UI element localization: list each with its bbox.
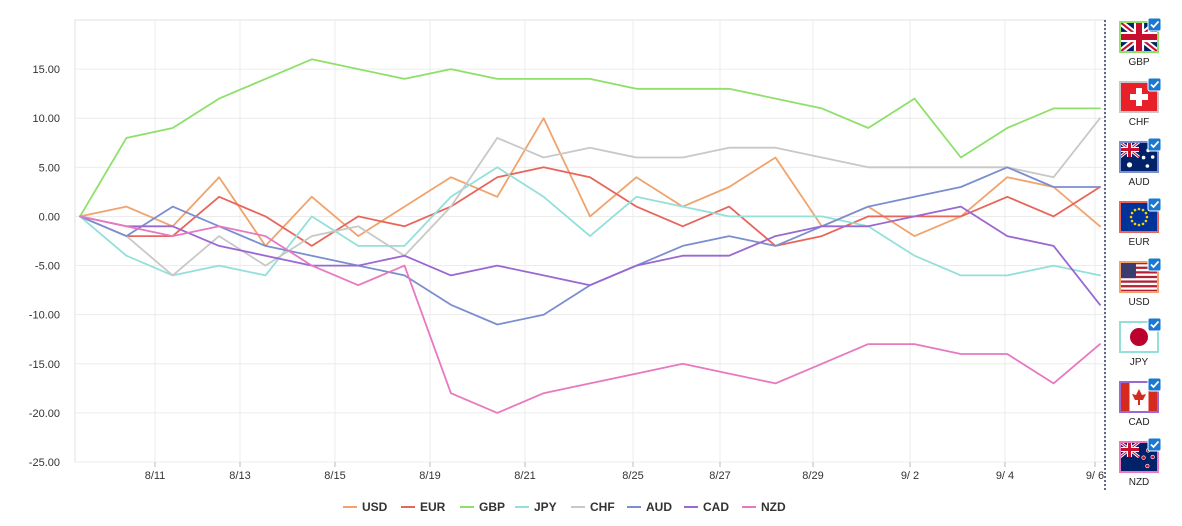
y-tick-label: 15.00 [32,64,60,76]
legend-label: NZD [761,500,786,514]
flag-border [1119,21,1159,53]
legend-item-nzd[interactable]: NZD [742,500,786,514]
checkbox-checked-icon[interactable] [1147,17,1162,32]
series-line-jpy [79,166,1101,277]
currency-toggle-jpy[interactable]: JPY [1119,317,1162,368]
legend-label: CAD [703,500,729,514]
x-tick-label: 8/19 [419,470,440,482]
y-tick-label: -15.00 [29,359,60,371]
x-axis: 8/11 8/13 8/15 8/19 8/21 8/25 8/27 8/29 9/ 2 9/ 4… [145,462,1104,482]
currency-toggle-eur[interactable]: EUR [1119,197,1162,248]
checkbox-checked-icon[interactable] [1147,197,1162,212]
currency-toggle-gbp[interactable]: GBP [1119,17,1162,68]
flag-border [1119,141,1159,173]
currency-toggle-nzd[interactable]: NZD [1119,437,1162,488]
series-line-eur [79,166,1101,247]
checkbox-checked-icon[interactable] [1147,317,1162,332]
legend-label: JPY [534,500,557,514]
checkbox-checked-icon[interactable] [1147,137,1162,152]
currency-label: GBP [1128,57,1149,68]
flag-border [1119,321,1159,353]
legend-item-eur[interactable]: EUR [401,500,446,514]
y-axis: 15.00 10.00 5.00 0.00 -5.00 -10.00 -15.00 -20.0… [29,64,60,469]
x-tick-label: 9/ 4 [996,470,1014,482]
x-tick-label: 8/15 [324,470,345,482]
x-tick-label: 8/11 [145,470,166,482]
series-line-usd [79,117,1101,247]
y-tick-label: -10.00 [29,310,60,322]
x-tick-label: 8/13 [229,470,250,482]
au-flag-icon [1120,142,1158,172]
us-flag-icon [1120,262,1158,292]
legend-label: CHF [590,500,615,514]
series-line-cad [79,205,1101,306]
y-tick-label: -20.00 [29,408,60,420]
y-tick-label: -25.00 [29,457,60,469]
legend-item-aud[interactable]: AUD [627,500,672,514]
y-tick-label: 5.00 [39,162,60,174]
checkbox-checked-icon[interactable] [1147,377,1162,392]
series-line-gbp [79,58,1101,218]
currency-panel: GBP CHF AUD EUR USD JPY CAD NZD [1119,17,1162,488]
x-tick-label: 9/ 6 [1086,470,1104,482]
x-tick-label: 8/29 [802,470,823,482]
currency-toggle-chf[interactable]: CHF [1119,77,1162,128]
currency-label: EUR [1128,237,1149,248]
currency-toggle-usd[interactable]: USD [1119,257,1162,308]
legend-item-chf[interactable]: CHF [571,500,615,514]
series-lines [79,58,1101,414]
flag-border [1119,441,1159,473]
flag-border [1119,381,1159,413]
x-tick-label: 8/21 [514,470,535,482]
flag-border [1119,261,1159,293]
legend-label: GBP [479,500,505,514]
series-line-chf [79,117,1101,277]
legend: USD EUR GBP JPY CHF AUD CAD NZD [343,500,786,514]
legend-item-cad[interactable]: CAD [684,500,729,514]
x-tick-label: 8/25 [622,470,643,482]
flag-border [1119,201,1159,233]
checkbox-checked-icon[interactable] [1147,257,1162,272]
currency-label: NZD [1129,477,1150,488]
currency-label: JPY [1130,357,1149,368]
currency-label: CAD [1128,417,1149,428]
nz-flag-icon [1120,442,1158,472]
series-line-nzd [79,215,1101,414]
legend-item-usd[interactable]: USD [343,500,388,514]
legend-label: USD [362,500,388,514]
currency-toggle-cad[interactable]: CAD [1119,377,1162,428]
y-tick-label: 0.00 [39,211,60,223]
checkbox-checked-icon[interactable] [1147,77,1162,92]
legend-label: EUR [420,500,446,514]
checkbox-checked-icon[interactable] [1147,437,1162,452]
flag-border [1119,81,1159,113]
legend-label: AUD [646,500,672,514]
currency-label: USD [1128,297,1149,308]
grid [74,19,1106,463]
legend-item-jpy[interactable]: JPY [515,500,557,514]
x-tick-label: 8/27 [709,470,730,482]
currency-toggle-aud[interactable]: AUD [1119,137,1162,188]
plot-frame [74,19,1106,463]
x-tick-label: 9/ 2 [901,470,919,482]
y-tick-label: -5.00 [35,261,60,273]
legend-item-gbp[interactable]: GBP [460,500,505,514]
y-tick-label: 10.00 [32,113,60,125]
currency-label: AUD [1128,177,1149,188]
currency-label: CHF [1129,117,1150,128]
